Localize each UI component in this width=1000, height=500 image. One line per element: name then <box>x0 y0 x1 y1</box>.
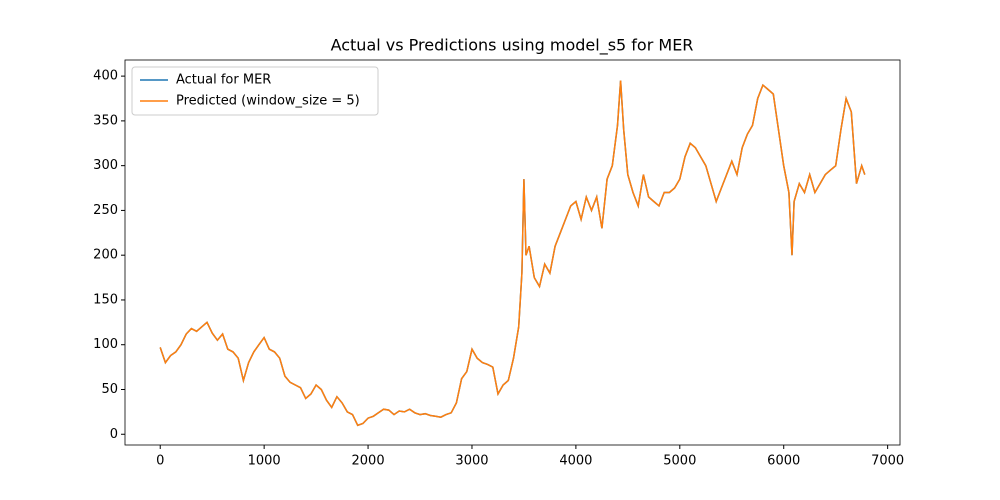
y-tick-label: 250 <box>93 203 118 218</box>
y-tick-label: 50 <box>101 382 118 397</box>
chart-title: Actual vs Predictions using model_s5 for… <box>331 36 694 56</box>
x-tick-label: 2000 <box>352 454 385 469</box>
x-tick-label: 1000 <box>248 454 281 469</box>
y-tick-label: 350 <box>93 113 118 128</box>
x-tick-label: 3000 <box>455 454 488 469</box>
y-tick-label: 100 <box>93 337 118 352</box>
data-line <box>159 80 866 427</box>
x-tick-label: 7000 <box>871 454 904 469</box>
y-tick-label: 300 <box>93 158 118 173</box>
data-line <box>159 80 866 427</box>
x-tick-label: 6000 <box>767 454 800 469</box>
y-tick-label: 150 <box>93 292 118 307</box>
x-tick-label: 4000 <box>559 454 592 469</box>
x-tick-label: 0 <box>156 454 164 469</box>
legend-label: Actual for MER <box>176 73 271 88</box>
y-tick-label: 0 <box>110 427 118 442</box>
plot-frame <box>124 59 901 446</box>
x-tick-label: 5000 <box>663 454 696 469</box>
legend-box <box>131 66 379 116</box>
y-tick-label: 200 <box>93 248 118 263</box>
legend-label: Predicted (window_size = 5) <box>176 94 360 109</box>
y-tick-label: 400 <box>93 69 118 84</box>
